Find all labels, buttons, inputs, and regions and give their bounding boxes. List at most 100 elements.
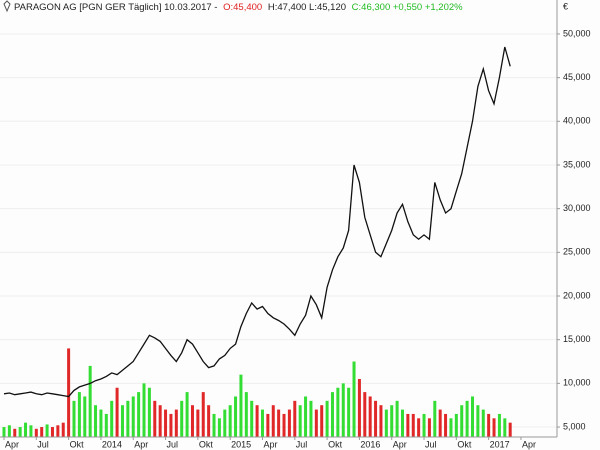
volume-bar <box>492 418 496 437</box>
volume-bar <box>508 422 512 437</box>
volume-bar <box>2 427 6 437</box>
volume-bar <box>304 396 308 437</box>
y-tick-label: 25,000 <box>563 247 591 257</box>
volume-bar <box>417 418 421 437</box>
volume-bar <box>454 413 458 437</box>
volume-bar <box>207 405 211 437</box>
volume-bar <box>368 396 372 437</box>
volume-bar <box>126 400 130 437</box>
x-tick-label: Apr <box>263 439 277 449</box>
volume-bar <box>88 365 92 437</box>
volume-bar <box>72 400 76 437</box>
x-tick-label: Jul <box>167 439 179 449</box>
volume-bar <box>444 413 448 437</box>
volume-bar <box>158 405 162 437</box>
volume-bar <box>411 413 415 437</box>
volume-bar <box>185 392 189 437</box>
volume-bar <box>29 425 33 437</box>
volume-bar <box>77 392 81 437</box>
volume-bar <box>433 400 437 437</box>
volume-bar <box>61 422 65 437</box>
header: PARAGON AG [PGN GER Täglich] 10.03.2017 … <box>14 2 463 13</box>
x-tick-label: 2017 <box>490 439 510 449</box>
volume-bar <box>400 409 404 437</box>
volume-bar <box>266 413 270 437</box>
y-tick-label: 50,000 <box>563 28 591 38</box>
volume-bar <box>320 405 324 437</box>
volume-bar <box>277 409 281 437</box>
volume-bar <box>298 405 302 437</box>
icon <box>3 0 11 13</box>
price-line <box>3 46 511 398</box>
y-tick-label: 15,000 <box>563 334 591 344</box>
x-tick-label: Apr <box>5 439 19 449</box>
volume-bar <box>314 409 318 437</box>
x-tick-label: Apr <box>393 439 407 449</box>
volume-bar <box>104 413 108 437</box>
x-tick-label: Okt <box>199 439 214 449</box>
volume-bar <box>438 409 442 437</box>
volume-bar <box>357 378 361 437</box>
volume-bar <box>503 418 507 437</box>
volume-bar <box>476 405 480 437</box>
volume-bar <box>50 427 54 437</box>
volume-bar <box>147 387 151 437</box>
volume-bar <box>34 428 38 437</box>
x-tick-label: 2014 <box>102 439 122 449</box>
volume-bar <box>228 405 232 437</box>
volume-bar <box>212 413 216 437</box>
volume-bar <box>374 400 378 437</box>
x-tick-label: Apr <box>134 439 148 449</box>
volume-bar <box>217 418 221 437</box>
volume-bar <box>115 387 119 437</box>
volume-bar <box>271 405 275 437</box>
volume-bar <box>239 374 243 437</box>
volume-bar <box>470 396 474 437</box>
volume-bar <box>120 405 124 437</box>
volume-bar <box>153 400 157 437</box>
volume-bar <box>465 400 469 437</box>
volume-bar <box>427 418 431 437</box>
volume-bar <box>174 409 178 437</box>
volume-bar <box>460 405 464 437</box>
y-tick-label: 40,000 <box>563 116 591 126</box>
volume-bar <box>40 427 44 437</box>
volume-bar <box>282 413 286 437</box>
volume-bar <box>325 400 329 437</box>
header-name: PARAGON AG [PGN GER Täglich] 10.03.2017 … <box>14 2 217 13</box>
x-tick-label: Jul <box>296 439 308 449</box>
volume-bar <box>67 348 71 437</box>
volume-bar <box>7 425 11 437</box>
volume-bar <box>24 422 28 437</box>
y-tick-label: 35,000 <box>563 159 591 169</box>
volume-bar <box>260 409 264 437</box>
volume-bar <box>379 405 383 437</box>
x-tick-label: 2016 <box>360 439 380 449</box>
volume-bar <box>255 405 259 437</box>
y-tick-label: 45,000 <box>563 72 591 82</box>
volume-bar <box>336 387 340 437</box>
volume-bar <box>99 409 103 437</box>
volume-bar <box>390 405 394 437</box>
x-tick-label: 2015 <box>231 439 251 449</box>
y-tick-label: 20,000 <box>563 290 591 300</box>
y-unit: € <box>563 1 568 11</box>
volume-bar <box>190 405 194 437</box>
x-tick-label: Okt <box>328 439 343 449</box>
volume-bar <box>406 413 410 437</box>
volume-bar <box>45 424 49 437</box>
header-high-low: H:47,400 L:45,120 <box>268 2 346 13</box>
volume-bar <box>422 413 426 437</box>
y-tick-label: 5,000 <box>563 421 586 431</box>
volume-bar <box>395 400 399 437</box>
x-tick-label: Apr <box>522 439 536 449</box>
header-open: O:45,400 <box>223 2 262 13</box>
volume-bar <box>497 413 501 437</box>
volume-bar <box>142 383 146 437</box>
volume-bar <box>347 387 351 437</box>
volume-bar <box>56 425 60 437</box>
volume-bar <box>244 392 248 437</box>
volume-bar <box>384 409 388 437</box>
volume-bar <box>137 392 141 437</box>
volume-bar <box>449 418 453 437</box>
